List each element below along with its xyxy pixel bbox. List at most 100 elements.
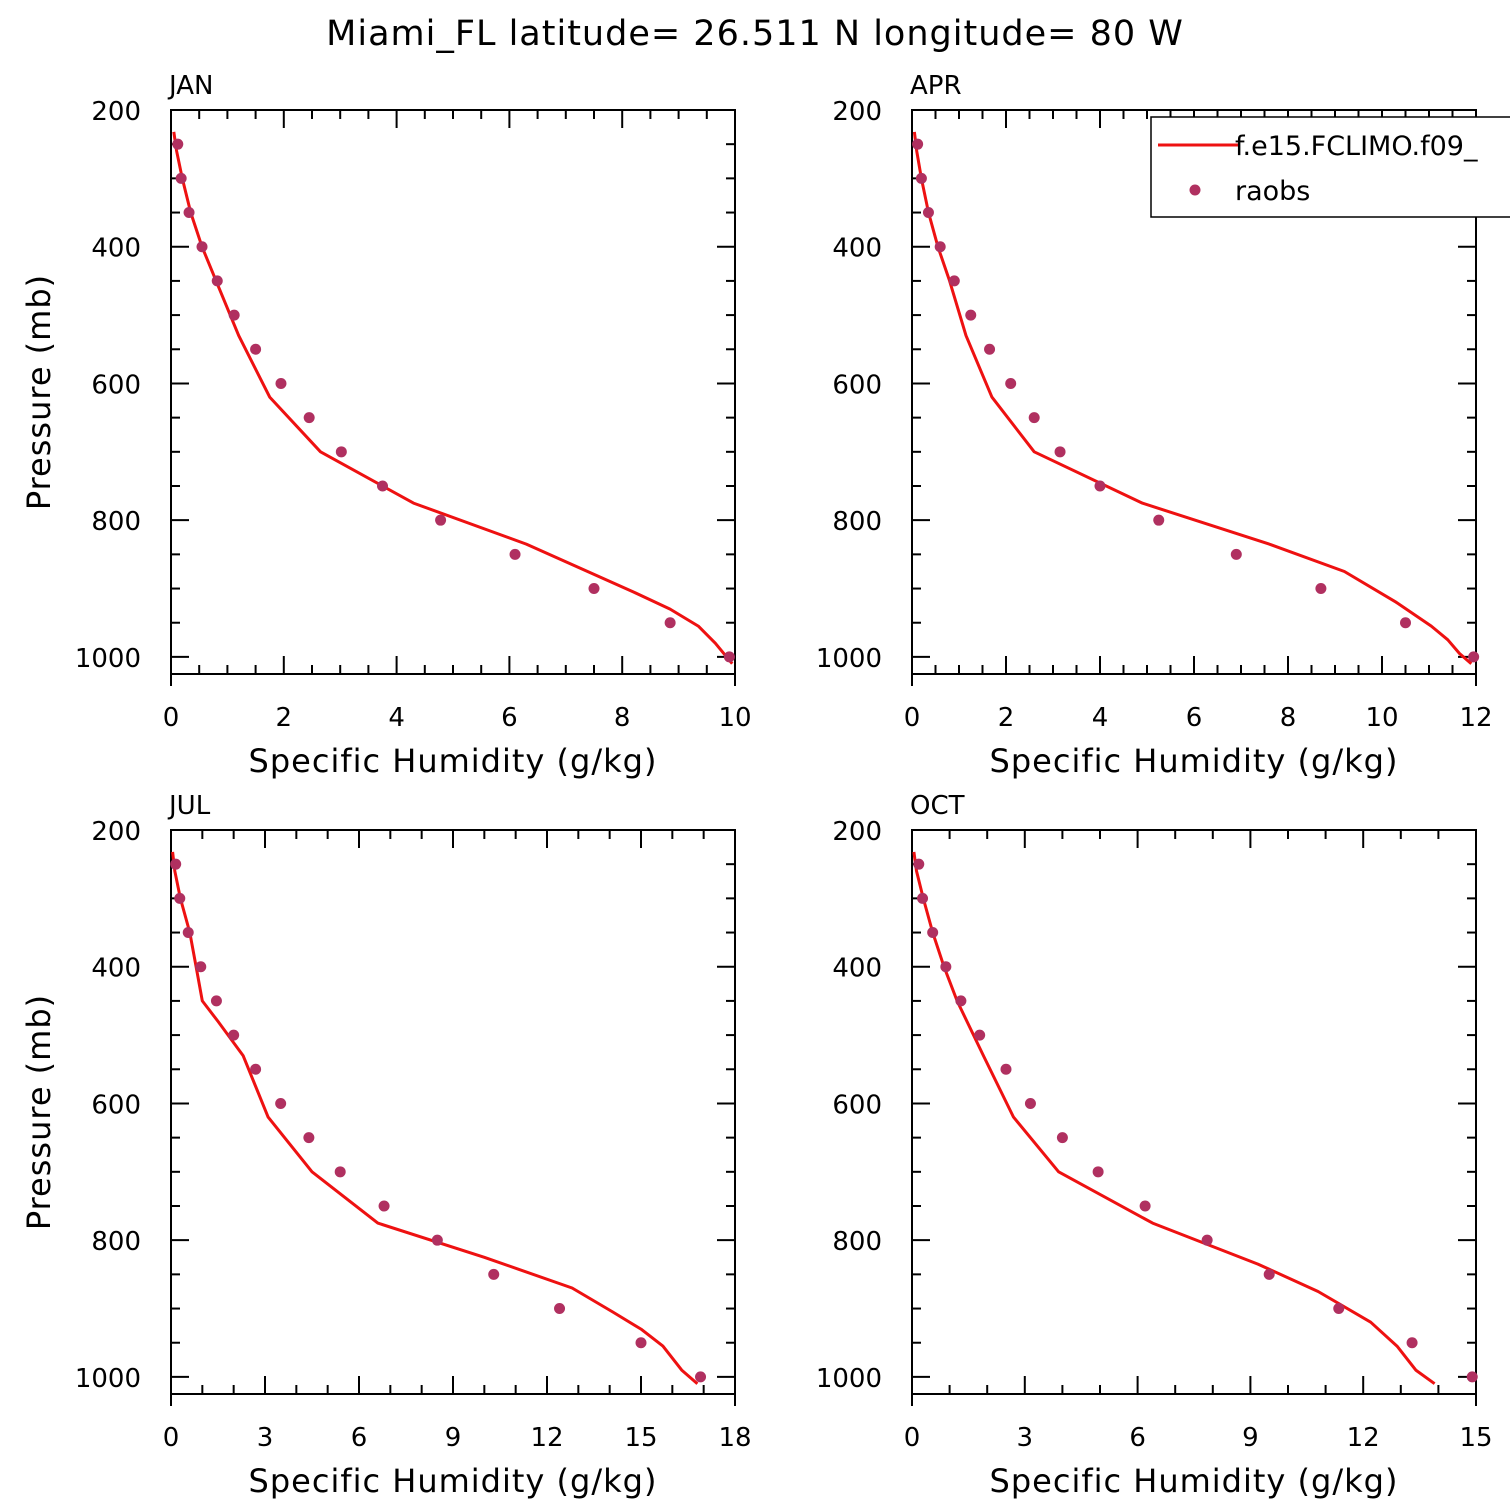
y-tick-label: 800 (91, 1227, 141, 1257)
raobs-point (431, 1234, 443, 1246)
x-tick-label: 18 (718, 1423, 751, 1453)
raobs-point (377, 480, 388, 492)
raobs-point (228, 309, 240, 321)
plot-frame (911, 829, 1477, 1395)
x-tick-label: 2 (276, 703, 293, 733)
raobs-point (509, 548, 521, 560)
model-series-line (171, 851, 699, 1385)
panel-jul: JUL 0 3 6 9 12 15 18 200 400 600 800 1000 Specific Hu… (20, 791, 752, 1500)
x-tick-label: 4 (1092, 703, 1109, 733)
plot-frame (170, 109, 736, 675)
x-tick-label: 8 (1280, 703, 1297, 733)
y-tick-label: 1000 (816, 644, 882, 674)
raobs-point (1333, 1303, 1345, 1315)
x-tick-label: 6 (1186, 703, 1203, 733)
raobs-point (210, 995, 222, 1007)
x-tick-label: 12 (1459, 703, 1492, 733)
legend: f.e15.FCLIMO.f09_raobs (1150, 116, 1510, 218)
legend-obs-swatch (1189, 184, 1201, 196)
raobs-point (1005, 377, 1017, 389)
y-tick-label: 600 (832, 370, 882, 400)
raobs-point (174, 892, 186, 904)
y-tick-label: 800 (832, 507, 882, 537)
figure-title: Miami_FL latitude= 26.511 N longitude= 8… (326, 14, 1184, 54)
raobs-point (1000, 1063, 1012, 1075)
raobs-point (182, 927, 194, 939)
raobs-point (927, 927, 939, 939)
raobs-point (196, 241, 208, 253)
y-tick-label: 600 (91, 1090, 141, 1120)
raobs-point (183, 207, 195, 219)
raobs-point (1028, 412, 1040, 424)
raobs-point (635, 1337, 647, 1349)
y-tick-label: 400 (832, 954, 882, 984)
y-tick-label: 200 (832, 97, 882, 127)
raobs-point (1092, 1166, 1104, 1178)
raobs-point (940, 961, 952, 973)
x-tick-label: 8 (614, 703, 631, 733)
raobs-point (1056, 1132, 1068, 1144)
x-axis-label: Specific Humidity (g/kg) (249, 1462, 658, 1500)
raobs-point (1263, 1268, 1275, 1280)
y-tick-label: 400 (91, 954, 141, 984)
raobs-point (195, 961, 207, 973)
raobs-point (275, 1097, 287, 1109)
raobs-point (1054, 446, 1066, 458)
plot-frame (170, 829, 736, 1395)
raobs-point (974, 1029, 986, 1041)
x-tick-label: 3 (1017, 1423, 1034, 1453)
raobs-point (303, 1132, 315, 1144)
x-tick-label: 9 (445, 1423, 462, 1453)
raobs-point (588, 583, 600, 595)
x-tick-label: 6 (501, 703, 518, 733)
x-tick-label: 0 (163, 703, 180, 733)
raobs-point (1400, 617, 1411, 629)
raobs-point (917, 892, 929, 904)
raobs-point (915, 172, 927, 184)
raobs-point (172, 138, 184, 150)
panel-title: JUL (167, 791, 211, 821)
raobs-point (1024, 1097, 1036, 1109)
x-tick-label: 6 (351, 1423, 368, 1453)
raobs-point (554, 1303, 566, 1315)
raobs-point (335, 446, 347, 458)
raobs-point (1139, 1200, 1151, 1212)
raobs-point (965, 309, 977, 321)
model-series-line (912, 131, 1473, 665)
y-tick-label: 600 (91, 370, 141, 400)
y-axis-label: Pressure (mb) (20, 274, 58, 510)
raobs-point (170, 858, 182, 870)
x-tick-label: 2 (998, 703, 1015, 733)
raobs-point (1315, 583, 1327, 595)
x-tick-label: 3 (257, 1423, 274, 1453)
raobs-point (334, 1166, 346, 1178)
raobs-point (955, 995, 967, 1007)
y-tick-label: 1000 (75, 1364, 141, 1394)
panel-title: OCT (910, 791, 965, 821)
raobs-point (228, 1029, 240, 1041)
y-tick-label: 600 (832, 1090, 882, 1120)
legend-model-label: f.e15.FCLIMO.f09_ (1235, 131, 1478, 162)
x-tick-label: 9 (1242, 1423, 1259, 1453)
x-axis-label: Specific Humidity (g/kg) (990, 742, 1399, 780)
y-tick-label: 200 (832, 817, 882, 847)
legend-obs-label: raobs (1235, 176, 1310, 207)
y-tick-label: 200 (91, 817, 141, 847)
raobs-point (1466, 1371, 1478, 1383)
legend-box (1150, 116, 1510, 218)
raobs-point (1230, 548, 1242, 560)
model-series-line (172, 131, 734, 665)
x-tick-label: 15 (624, 1423, 657, 1453)
panel-jan: JAN 0 2 4 6 8 10 200 400 600 800 1000 Specific Humid… (20, 71, 752, 780)
y-tick-label: 1000 (75, 644, 141, 674)
raobs-point (378, 1200, 390, 1212)
raobs-point (250, 343, 262, 355)
y-tick-label: 400 (91, 234, 141, 264)
y-tick-label: 800 (91, 507, 141, 537)
x-tick-label: 12 (530, 1423, 563, 1453)
x-axis-label: Specific Humidity (g/kg) (249, 742, 658, 780)
raobs-point (664, 617, 676, 629)
raobs-point (250, 1063, 262, 1075)
raobs-point (922, 207, 934, 219)
